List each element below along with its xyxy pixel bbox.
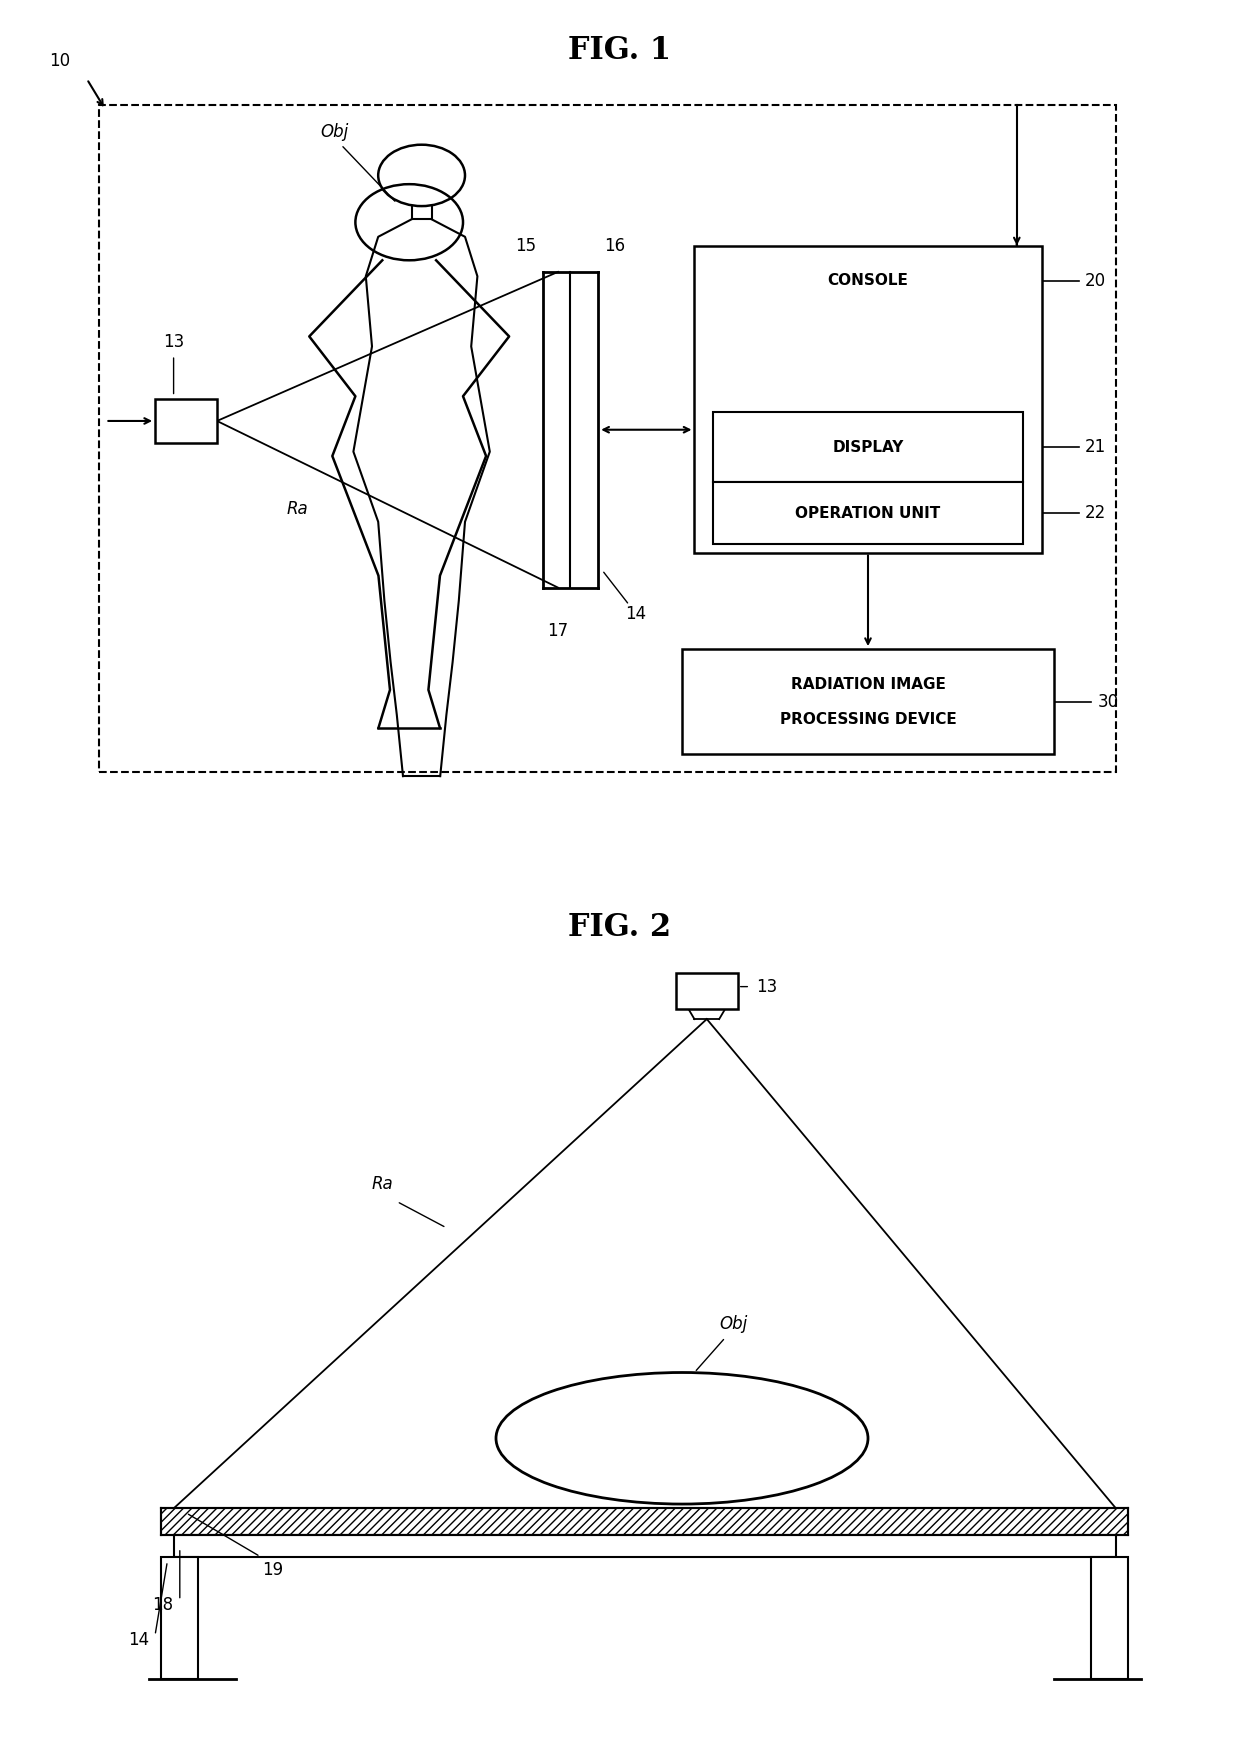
Bar xyxy=(682,649,1054,754)
Text: 17: 17 xyxy=(547,623,569,640)
Bar xyxy=(161,1558,198,1680)
Text: 14: 14 xyxy=(128,1631,149,1649)
Text: Obj: Obj xyxy=(719,1316,748,1333)
Text: CONSOLE: CONSOLE xyxy=(827,274,909,288)
Bar xyxy=(713,482,1023,544)
Text: FIG. 1: FIG. 1 xyxy=(568,35,672,67)
Bar xyxy=(161,1508,1128,1535)
Text: RADIATION IMAGE: RADIATION IMAGE xyxy=(791,677,945,691)
Text: 14: 14 xyxy=(625,605,646,623)
Text: Obj: Obj xyxy=(321,123,348,140)
Text: 15: 15 xyxy=(515,237,537,254)
Bar xyxy=(676,973,738,1009)
Text: 10: 10 xyxy=(50,53,71,70)
Text: OPERATION UNIT: OPERATION UNIT xyxy=(795,505,941,521)
Text: 13: 13 xyxy=(756,977,777,996)
Text: 18: 18 xyxy=(153,1596,174,1614)
Text: Ra: Ra xyxy=(372,1175,394,1193)
Text: 20: 20 xyxy=(1085,272,1106,289)
Bar xyxy=(174,1535,1116,1558)
Text: 22: 22 xyxy=(1085,503,1106,523)
Text: 13: 13 xyxy=(162,333,185,351)
Bar xyxy=(694,246,1042,553)
Text: 30: 30 xyxy=(1097,693,1118,710)
Bar xyxy=(1091,1558,1128,1680)
Bar xyxy=(99,105,1116,772)
Text: FIG. 2: FIG. 2 xyxy=(568,912,672,944)
Bar xyxy=(155,400,217,442)
Text: 21: 21 xyxy=(1085,438,1106,456)
Text: Ra: Ra xyxy=(286,500,309,517)
Text: 19: 19 xyxy=(262,1561,284,1579)
Text: DISPLAY: DISPLAY xyxy=(832,440,904,454)
Ellipse shape xyxy=(496,1372,868,1505)
Text: PROCESSING DEVICE: PROCESSING DEVICE xyxy=(780,712,956,726)
Bar xyxy=(713,412,1023,482)
Text: 16: 16 xyxy=(605,237,626,254)
